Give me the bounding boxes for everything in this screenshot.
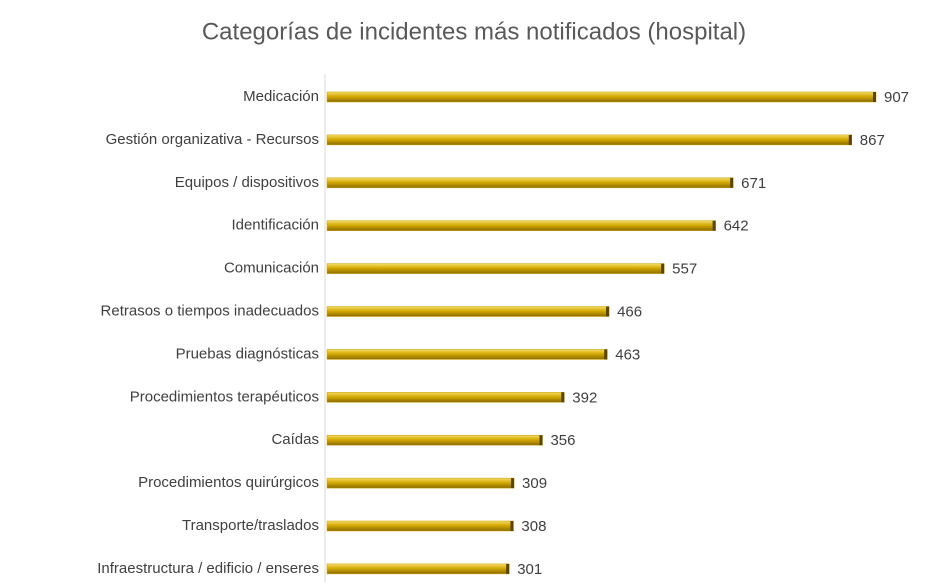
category-label: Caídas [271,431,319,448]
bar [326,349,608,360]
category-label: Retrasos o tiempos inadecuados [101,302,319,319]
bar-end [539,435,543,446]
bar-group [326,91,877,103]
value-label: 867 [860,132,885,149]
bar [326,306,610,317]
bar-end [561,392,565,403]
category-label: Identificación [231,217,319,234]
category-label: Infraestructura / edificio / enseres [97,560,319,577]
value-label: 466 [617,303,642,320]
bar-group [326,349,608,360]
bar-group [326,263,665,274]
category-label: Procedimientos quirúrgicos [138,474,319,491]
bar-end [712,220,716,231]
bar-group [326,434,543,446]
bar-end [604,349,608,360]
category-label: Equipos / dispositivos [175,174,319,191]
bar [326,434,543,446]
bar [326,563,510,575]
bar [326,177,734,189]
value-label: 392 [572,389,597,406]
category-label: Medicación [243,88,319,105]
bar-group [326,392,565,403]
bar [326,134,853,146]
chart-title: Categorías de incidentes más notificados… [202,18,746,45]
value-label: 356 [550,432,575,449]
bar [326,392,565,403]
bar [326,263,665,274]
bar-group [326,306,610,317]
bar [326,520,514,532]
category-label: Gestión organizativa - Recursos [106,131,319,148]
bar-end [730,177,734,188]
bar-end [506,563,510,574]
bar [326,91,877,103]
bar-group [326,134,853,146]
bar [326,220,716,231]
category-label: Pruebas diagnósticas [176,345,319,362]
bar-end [873,92,876,102]
bar-end [661,263,665,274]
value-label: 463 [615,346,640,363]
bar-group [326,477,515,489]
value-label: 308 [521,518,546,535]
bar-group [326,520,514,532]
value-label: 309 [522,475,547,492]
bar-group [326,220,716,231]
category-label: Procedimientos terapéuticos [130,388,319,405]
bar-end [848,134,852,145]
value-label: 671 [741,175,766,192]
value-label: 557 [672,261,697,278]
bar-end [511,478,515,489]
bar [326,477,515,489]
bar-group [326,563,510,575]
bar-end [510,521,514,531]
value-label: 301 [517,561,542,578]
category-label: Comunicación [224,260,319,277]
value-label: 642 [724,218,749,235]
bar-end [606,306,610,317]
bar-group [326,177,734,189]
category-label: Transporte/traslados [182,517,319,534]
value-label: 907 [884,89,909,106]
